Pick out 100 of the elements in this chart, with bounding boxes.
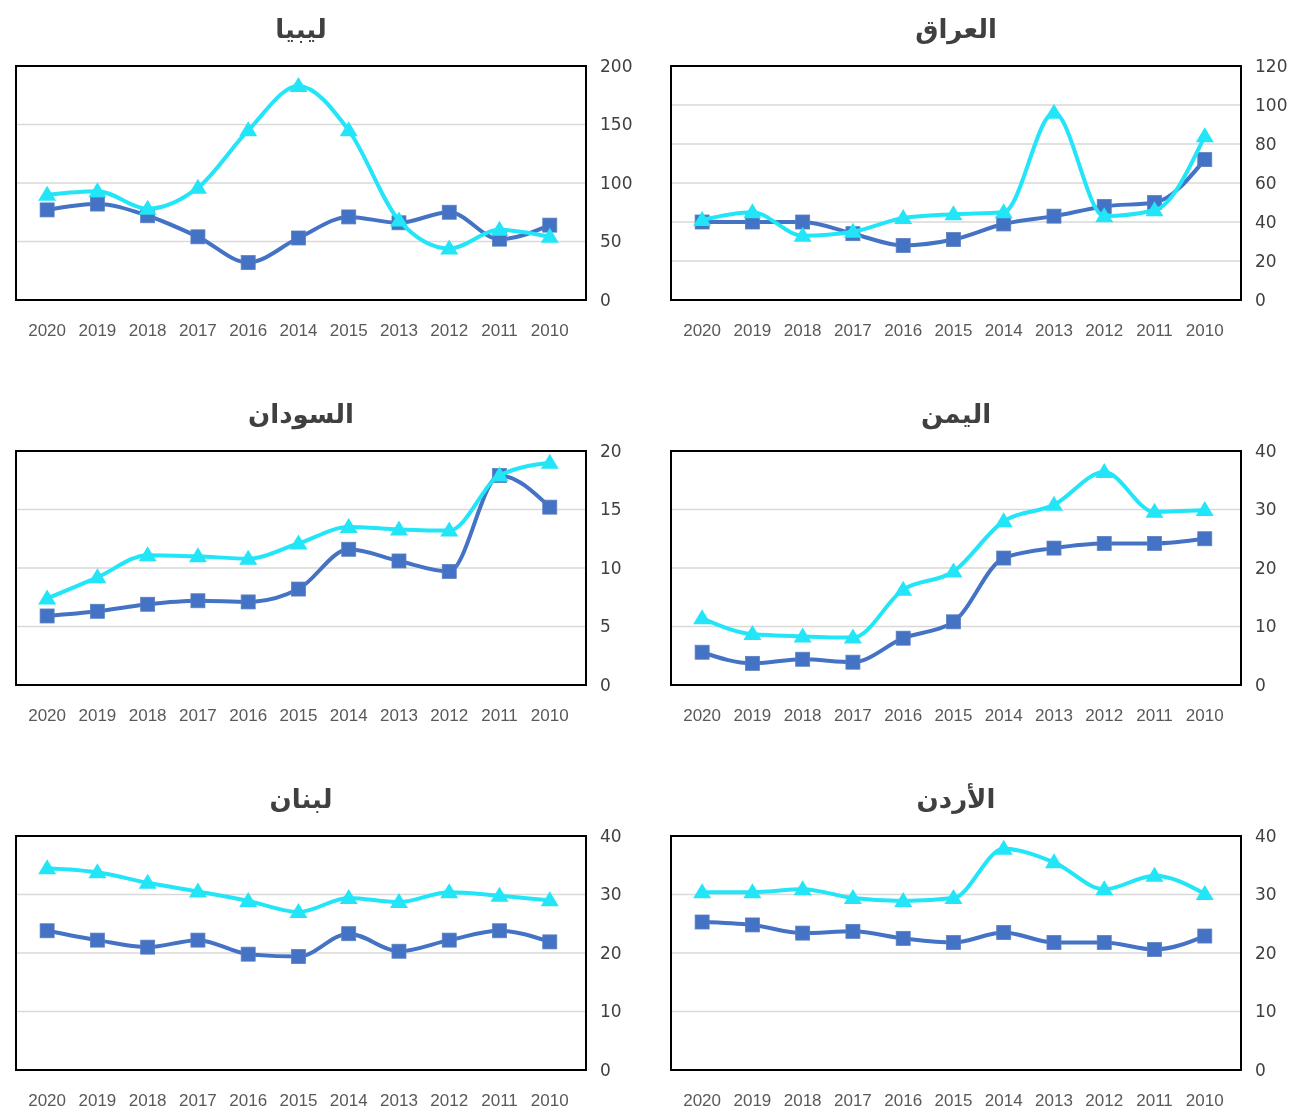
x-tick-label: 2011 [1136,321,1173,340]
point [895,930,911,946]
point [1147,536,1162,551]
x-tick-label: 2018 [783,321,822,340]
x-tick-label: 2013 [1035,321,1073,340]
x-tick-label: 2014 [329,1091,368,1110]
x-tick-label: 2016 [229,1091,268,1110]
point [843,628,862,644]
y-tick-label: 0 [1255,1059,1266,1080]
point [341,209,357,225]
point [895,238,911,253]
point [440,521,459,537]
x-tick-label: 2014 [329,706,368,725]
point [239,121,258,137]
point [795,651,811,667]
y-tick-label: 20 [1255,250,1277,271]
y-tick-label: 30 [1255,499,1277,520]
point [239,891,258,907]
x-tick-label: 2019 [78,321,117,340]
y-tick-label: 100 [600,172,633,193]
x-tick-label: 2020 [683,706,722,725]
x-tick-label: 2014 [279,321,318,340]
point [743,625,762,641]
x-tick-label: 2010 [530,1091,569,1110]
x-tick-label: 2015 [934,706,973,725]
x-tick-label: 2016 [229,706,268,725]
point [1095,207,1114,223]
point [440,239,459,255]
y-tick-label: 60 [1255,172,1277,193]
point [743,883,762,899]
x-tick-label: 2011 [1136,1091,1173,1110]
x-tick-label: 2014 [984,706,1023,725]
point [1044,103,1063,119]
point [289,534,308,550]
point [441,932,457,948]
y-tick-label: 30 [600,884,622,905]
point [339,121,358,137]
x-tick-label: 2016 [884,706,923,725]
x-tick-label: 2017 [834,321,872,340]
x-tick-label: 2012 [1085,706,1124,725]
point [90,196,105,212]
y-tick-label: 50 [600,231,622,252]
x-tick-label: 2012 [1085,1091,1124,1110]
point [490,220,509,236]
y-tick-label: 0 [600,289,611,310]
point [39,923,55,939]
point [1095,880,1114,896]
x-tick-label: 2010 [530,706,569,725]
point [793,880,812,896]
x-tick-label: 2010 [1185,706,1224,725]
point [944,205,963,221]
point [441,204,457,220]
point [88,568,107,584]
point [895,630,911,646]
point [341,926,357,942]
point [540,891,559,907]
x-tick-label: 2020 [28,1091,67,1110]
point [944,562,963,578]
point [994,512,1013,528]
x-tick-label: 2015 [934,1091,973,1110]
chart-title: ليبيا [275,14,327,44]
point [39,608,55,624]
point [291,581,306,597]
point [795,214,811,230]
y-tick-label: 15 [600,499,622,520]
point [994,203,1013,219]
y-tick-label: 40 [600,825,622,846]
point [743,203,762,219]
x-tick-label: 2017 [179,706,217,725]
point [540,453,559,469]
point [1096,536,1112,551]
point [239,549,258,565]
x-tick-label: 2017 [179,1091,217,1110]
x-tick-label: 2015 [329,321,368,340]
point [1195,884,1214,900]
point [291,230,306,246]
point [1096,935,1112,950]
point [490,886,509,902]
y-tick-label: 5 [600,616,611,637]
x-tick-label: 2018 [783,1091,822,1110]
point [1197,928,1213,944]
x-tick-label: 2020 [28,706,67,725]
point [1197,152,1213,167]
x-tick-label: 2013 [1035,706,1073,725]
y-tick-label: 0 [1255,289,1266,310]
x-tick-label: 2016 [884,321,923,340]
point [745,655,760,671]
x-tick-label: 2011 [481,1091,518,1110]
point [693,883,712,899]
y-tick-label: 0 [600,674,611,695]
x-tick-label: 2018 [783,706,822,725]
point [188,547,207,563]
point [289,76,308,92]
y-tick-label: 100 [1255,94,1288,115]
x-tick-label: 2013 [1035,1091,1073,1110]
chart-title: السودان [248,399,354,430]
point [795,925,811,941]
point [1044,853,1063,869]
point [996,216,1012,232]
y-tick-label: 30 [1255,884,1277,905]
